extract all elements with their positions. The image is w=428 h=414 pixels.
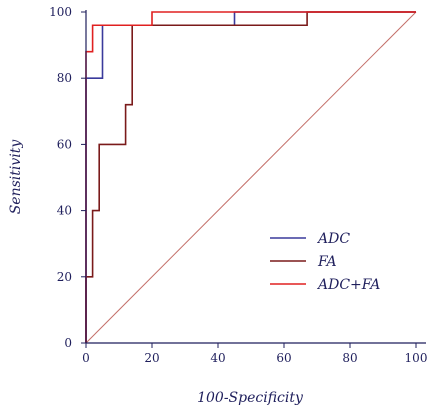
y-tick-label: 0 [64, 336, 72, 350]
x-tick-label: 0 [82, 351, 90, 365]
series-line-fa [85, 11, 416, 343]
x-axis-title: 100-Specificity [197, 390, 304, 406]
y-tick-label: 80 [57, 71, 72, 85]
axes-layer [85, 10, 426, 344]
y-tick-label: 20 [57, 270, 72, 284]
y-tick-label: 60 [57, 137, 72, 151]
legend: ADC FA ADC+FA [270, 231, 380, 293]
reference-layer [85, 11, 417, 344]
ticks-layer: 0 20 40 60 80 100 0 20 40 60 80 100 [49, 5, 427, 365]
reference-diagonal-line [85, 11, 417, 344]
x-tick-label: 40 [210, 351, 225, 365]
y-tick-label: 40 [57, 204, 72, 218]
x-tick-label: 60 [276, 351, 291, 365]
x-tick-label: 20 [144, 351, 159, 365]
x-tick-label: 100 [405, 351, 428, 365]
legend-label: FA [317, 254, 337, 270]
y-tick-label: 100 [49, 5, 72, 19]
x-tick-label: 80 [342, 351, 357, 365]
legend-label: ADC [316, 231, 350, 247]
legend-label: ADC+FA [316, 277, 380, 293]
y-axis-title: Sensitivity [8, 139, 24, 215]
